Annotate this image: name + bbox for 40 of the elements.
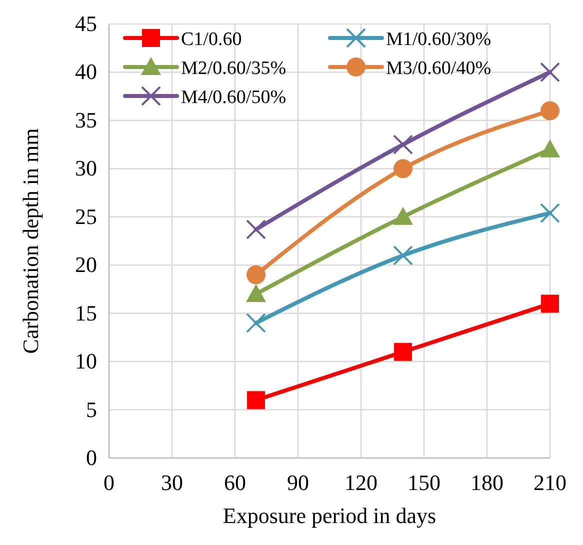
y-tick-label: 35 <box>75 107 97 132</box>
point <box>540 203 560 224</box>
point <box>246 312 266 333</box>
y-tick-label: 20 <box>75 252 97 278</box>
x-tick-label: 120 <box>344 470 378 495</box>
x-tick-label: 60 <box>224 470 246 495</box>
y-tick-label: 0 <box>86 445 97 470</box>
point <box>540 62 560 82</box>
y-tick-label: 45 <box>75 11 97 36</box>
x-tick-label: 0 <box>104 470 114 495</box>
point <box>246 284 266 302</box>
point <box>540 139 560 158</box>
point <box>393 134 413 155</box>
y-tick-label: 15 <box>75 300 97 326</box>
legend-label: M2/0.60/35% <box>181 58 286 79</box>
y-tick-label: 10 <box>75 348 97 374</box>
point <box>541 294 559 313</box>
x-axis-title: Exposure period in days <box>222 503 436 528</box>
legend-label: M1/0.60/30% <box>386 29 492 50</box>
point <box>394 342 412 361</box>
x-tick-label: 90 <box>287 470 309 495</box>
y-tick-label: 5 <box>86 396 97 422</box>
point <box>393 206 413 225</box>
y-tick-label: 40 <box>75 59 97 84</box>
y-tick-label: 30 <box>75 156 97 181</box>
point <box>246 265 266 284</box>
legend-label: M4/0.60/50% <box>181 87 286 108</box>
point <box>394 159 412 178</box>
y-axis-title: Carbonation depth in mm <box>18 128 43 354</box>
x-tick-label: 150 <box>408 470 440 495</box>
x-tick-label: 210 <box>534 470 566 495</box>
y-tick-label: 25 <box>75 204 97 229</box>
point <box>393 245 413 266</box>
point <box>247 391 265 410</box>
legend-label: C1/0.60 <box>181 29 242 50</box>
point <box>246 219 266 240</box>
x-tick-label: 180 <box>470 470 504 495</box>
point <box>540 101 560 120</box>
x-tick-label: 30 <box>161 470 183 495</box>
legend-label: M3/0.60/40% <box>386 58 492 79</box>
